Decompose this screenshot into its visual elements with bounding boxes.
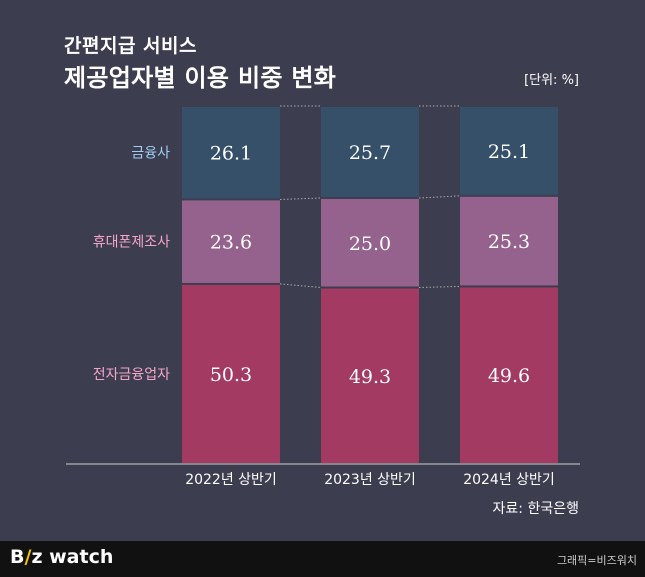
connector-line: [418, 195, 461, 199]
data-label: 25.1: [488, 141, 530, 163]
bizwatch-logo: B/z watch: [10, 546, 114, 568]
series-label: 전자금융업자: [93, 367, 170, 383]
bar-segment: [460, 287, 558, 463]
footer-bar: B/z watch 그래픽=비즈워치: [0, 541, 645, 577]
data-label: 49.3: [349, 366, 391, 388]
data-label: 49.6: [488, 365, 530, 387]
bar-segment: [182, 284, 280, 463]
data-label: 23.6: [210, 232, 252, 254]
chart-title-line1: 간편지급 서비스: [64, 35, 197, 57]
series-label: 휴대폰제조사: [93, 235, 170, 251]
series-label: 금융사: [131, 146, 170, 162]
data-label: 50.3: [210, 364, 252, 386]
connector-line: [279, 283, 322, 289]
bar-segment: [321, 107, 419, 198]
bar-segment: [321, 288, 419, 463]
x-tick-label: 2024년 상반기: [463, 472, 555, 488]
bar-segment: [182, 107, 280, 199]
x-tick-label: 2022년 상반기: [185, 472, 277, 488]
chart-title-line2: 제공업자별 이용 비중 변화: [64, 64, 337, 92]
graphic-credit: 그래픽=비즈워치: [556, 554, 637, 567]
stacked-bar-chart: 50.3 23.6 26.1 2022년 상반기 49.3 25.0 25.7 2023년 상…: [66, 105, 580, 488]
source-label: 자료: 한국은행: [492, 501, 579, 517]
bar-segment: [321, 199, 419, 287]
unit-label: [단위: %]: [524, 73, 579, 88]
x-tick-label: 2023년 상반기: [324, 472, 416, 488]
bar-segment: [460, 196, 558, 286]
bar-segment: [460, 107, 558, 195]
connector-line: [418, 285, 461, 289]
data-label: 25.3: [488, 231, 530, 253]
data-label: 25.7: [349, 142, 391, 164]
connector-line: [279, 197, 322, 200]
bar-segment: [182, 200, 280, 283]
data-label: 25.0: [349, 233, 391, 255]
data-label: 26.1: [210, 143, 252, 165]
